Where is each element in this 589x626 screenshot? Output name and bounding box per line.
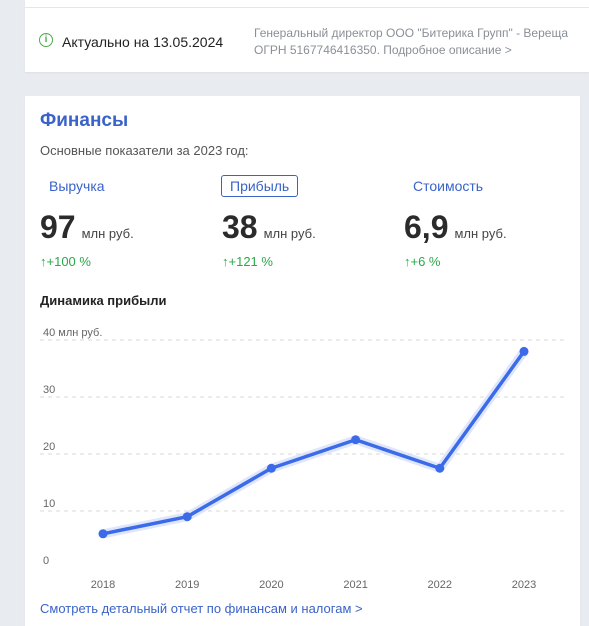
- x-tick-label: 2019: [175, 579, 199, 591]
- info-icon: i: [39, 33, 53, 47]
- metric-profit: 38 млн руб.: [222, 209, 316, 246]
- y-tick-label: 10: [43, 498, 55, 510]
- delta-revenue: ↑+100 %: [40, 254, 91, 269]
- chart-title: Динамика прибыли: [40, 293, 167, 308]
- metric-value: 6,9 млн руб.: [404, 209, 507, 246]
- x-tick-label: 2021: [343, 579, 367, 591]
- metric-revenue-value: 97: [40, 209, 76, 245]
- detailed-report-link[interactable]: Смотреть детальный отчет по финансам и н…: [40, 601, 363, 616]
- finance-title: Финансы: [40, 110, 129, 131]
- metric-value-unit: млн руб.: [454, 226, 507, 241]
- y-tick-label: 20: [43, 441, 55, 453]
- finance-card: Финансы Основные показатели за 2023 год:…: [25, 96, 580, 626]
- data-point: [266, 463, 276, 473]
- metric-profit-value: 38: [222, 209, 258, 245]
- data-point: [519, 346, 529, 356]
- delta-profit: ↑+121 %: [222, 254, 273, 269]
- data-point: [98, 529, 108, 539]
- x-tick-label: 2018: [91, 579, 115, 591]
- data-point: [182, 512, 192, 522]
- data-point: [351, 435, 361, 445]
- tab-revenue[interactable]: Выручка: [49, 178, 105, 194]
- delta-value: ↑+6 %: [404, 254, 441, 269]
- data-point: [435, 463, 445, 473]
- ogrn-link[interactable]: ОГРН 5167746416350. Подробное описание >: [254, 43, 512, 57]
- actual-date-label: Актуально на 13.05.2024: [62, 34, 224, 50]
- y-tick-label: 30: [43, 384, 55, 396]
- x-tick-label: 2023: [512, 579, 536, 591]
- series-line-glow: [98, 346, 529, 539]
- director-info-line[interactable]: Генеральный директор ООО "Битерика Групп…: [254, 26, 569, 40]
- metric-revenue: 97 млн руб.: [40, 209, 134, 246]
- profit-line-chart: 0 10 20 30 40 млн руб. 2018 2019 2020 2021 2022 20…: [40, 327, 565, 591]
- y-tick-label: 0: [43, 555, 49, 567]
- divider: [25, 7, 589, 8]
- metric-revenue-unit: млн руб.: [81, 226, 134, 241]
- x-tick-label: 2022: [428, 579, 452, 591]
- y-tick-label: 40 млн руб.: [43, 327, 102, 339]
- x-tick-label: 2020: [259, 579, 283, 591]
- metric-profit-unit: млн руб.: [263, 226, 316, 241]
- company-info-card: i Актуально на 13.05.2024 Генеральный ди…: [25, 0, 589, 72]
- tab-profit[interactable]: Прибыль: [221, 175, 299, 197]
- metric-value-value: 6,9: [404, 209, 449, 245]
- series-line: [101, 349, 526, 536]
- finance-subtitle: Основные показатели за 2023 год:: [40, 143, 249, 158]
- tab-value[interactable]: Стоимость: [413, 178, 484, 194]
